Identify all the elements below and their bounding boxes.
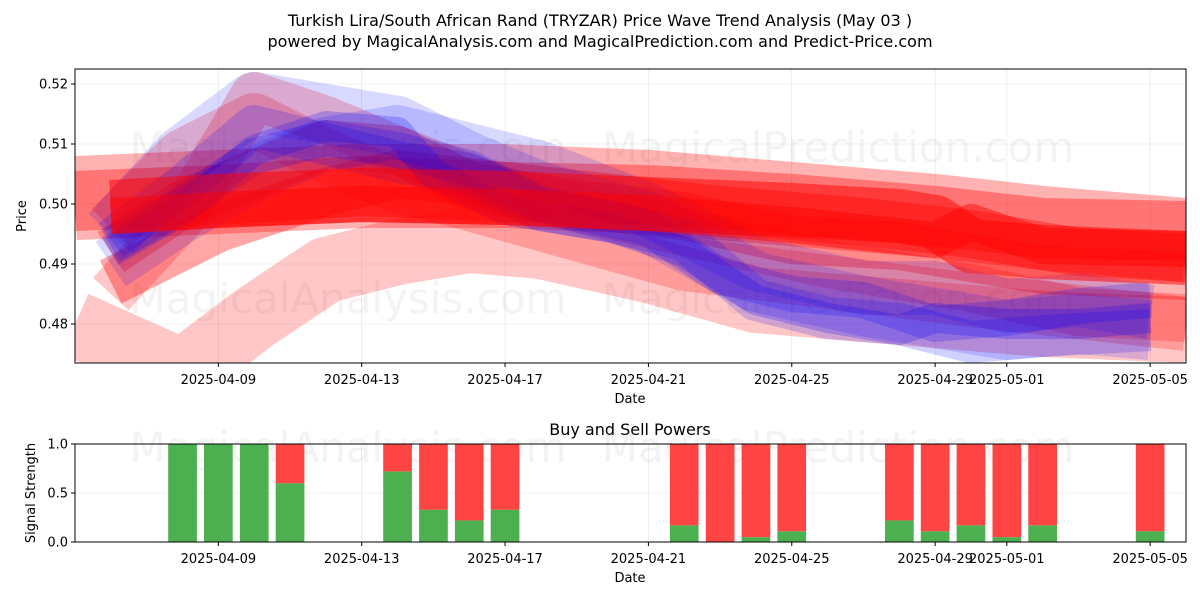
x-tick-label: 2025-04-13 <box>324 373 400 388</box>
x-tick-label: 2025-04-21 <box>611 373 687 388</box>
y-tick-label: 0.51 <box>39 138 68 153</box>
buy-bar <box>741 537 771 542</box>
sell-bar <box>275 444 305 484</box>
x-tick-label: 2025-05-05 <box>1112 373 1188 388</box>
x-tick-label: 2025-04-17 <box>467 373 543 388</box>
buy-bar <box>204 444 233 542</box>
sell-bar <box>1028 444 1057 526</box>
x-tick-label: 2025-05-05 <box>1112 552 1188 567</box>
sell-bar <box>885 444 914 521</box>
signal-panel-title: Buy and Sell Powers <box>549 420 711 439</box>
price-plot-frame <box>74 68 1187 364</box>
price-wave-band <box>109 168 1186 285</box>
x-tick-label: 2025-04-25 <box>754 552 830 567</box>
sell-bar <box>992 444 1022 538</box>
x-tick-label: 2025-04-21 <box>611 552 687 567</box>
buy-bar <box>669 525 699 542</box>
sell-bar <box>741 444 771 538</box>
x-tick-label: 2025-04-09 <box>181 552 257 567</box>
signal-panel: Buy and Sell Powers MagicalAnalysis.com … <box>24 420 1188 586</box>
buy-bar <box>1028 525 1057 542</box>
watermark-text: MagicalAnalysis.com <box>130 123 567 172</box>
x-tick-label: 2025-04-17 <box>467 552 543 567</box>
sell-bar <box>454 444 484 521</box>
x-tick-label: 2025-04-29 <box>897 552 973 567</box>
buy-bar <box>419 509 448 542</box>
price-watermarks: MagicalAnalysis.com MagicalPrediction.co… <box>130 123 1075 323</box>
y-tick-label: 0.50 <box>39 198 68 213</box>
buy-bar <box>383 471 412 542</box>
y-tick-label: 0.52 <box>39 78 68 93</box>
price-wave-band <box>75 207 1186 363</box>
buy-bar <box>454 520 484 542</box>
x-tick-label: 2025-04-29 <box>897 373 973 388</box>
buy-bar <box>920 531 950 542</box>
signal-bars <box>168 444 1165 542</box>
price-wave-band <box>109 186 1186 267</box>
sell-bar <box>490 444 520 510</box>
signal-x-ticks: 2025-04-09 2025-04-13 2025-04-17 2025-04-21… <box>181 542 1188 567</box>
price-y-ticks: 0.48 0.49 0.50 0.51 0.52 <box>39 78 75 333</box>
sell-bar <box>383 444 412 472</box>
y-tick-label: 0.0 <box>47 536 68 551</box>
price-panel: MagicalAnalysis.com MagicalPrediction.co… <box>15 68 1188 407</box>
price-wave-bands <box>75 72 1186 363</box>
sell-bar <box>669 444 699 526</box>
x-tick-label: 2025-04-25 <box>754 373 830 388</box>
y-tick-label: 0.48 <box>39 318 68 333</box>
watermark-text: MagicalAnalysis.com <box>130 274 567 323</box>
buy-bar <box>1135 531 1165 542</box>
x-tick-label: 2025-05-01 <box>969 552 1045 567</box>
buy-bar <box>239 444 269 542</box>
y-tick-label: 0.5 <box>47 487 68 502</box>
buy-bar <box>956 525 986 542</box>
buy-bar <box>885 520 914 542</box>
sell-bar <box>1135 444 1165 532</box>
signal-x-axis-label: Date <box>614 571 645 586</box>
price-x-axis-label: Date <box>614 392 645 407</box>
sell-bar <box>956 444 986 526</box>
chart-subtitle: powered by MagicalAnalysis.com and Magic… <box>267 32 932 51</box>
buy-bar <box>168 444 197 542</box>
watermark-text: MagicalPrediction.com <box>602 123 1075 172</box>
x-tick-label: 2025-05-01 <box>969 373 1045 388</box>
buy-bar <box>992 537 1022 542</box>
x-tick-label: 2025-04-13 <box>324 552 400 567</box>
buy-bar <box>777 531 807 542</box>
sell-bar <box>419 444 448 510</box>
sell-bar <box>777 444 807 532</box>
chart-title: Turkish Lira/South African Rand (TRYZAR)… <box>287 11 912 30</box>
signal-y-ticks: 0.0 0.5 1.0 <box>47 438 75 551</box>
price-y-axis-label: Price <box>15 200 30 232</box>
buy-bar <box>275 483 305 542</box>
signal-y-axis-label: Signal Strength <box>24 443 39 543</box>
sell-bar <box>705 444 735 542</box>
buy-bar <box>490 509 520 542</box>
y-tick-label: 1.0 <box>47 438 68 453</box>
x-tick-label: 2025-04-09 <box>181 373 257 388</box>
y-tick-label: 0.49 <box>39 258 68 273</box>
price-x-ticks: 2025-04-09 2025-04-13 2025-04-17 2025-04-21… <box>181 363 1188 388</box>
sell-bar <box>920 444 950 532</box>
watermark-text: MagicalPrediction.com <box>602 274 1075 323</box>
price-wave-band <box>103 111 1152 345</box>
